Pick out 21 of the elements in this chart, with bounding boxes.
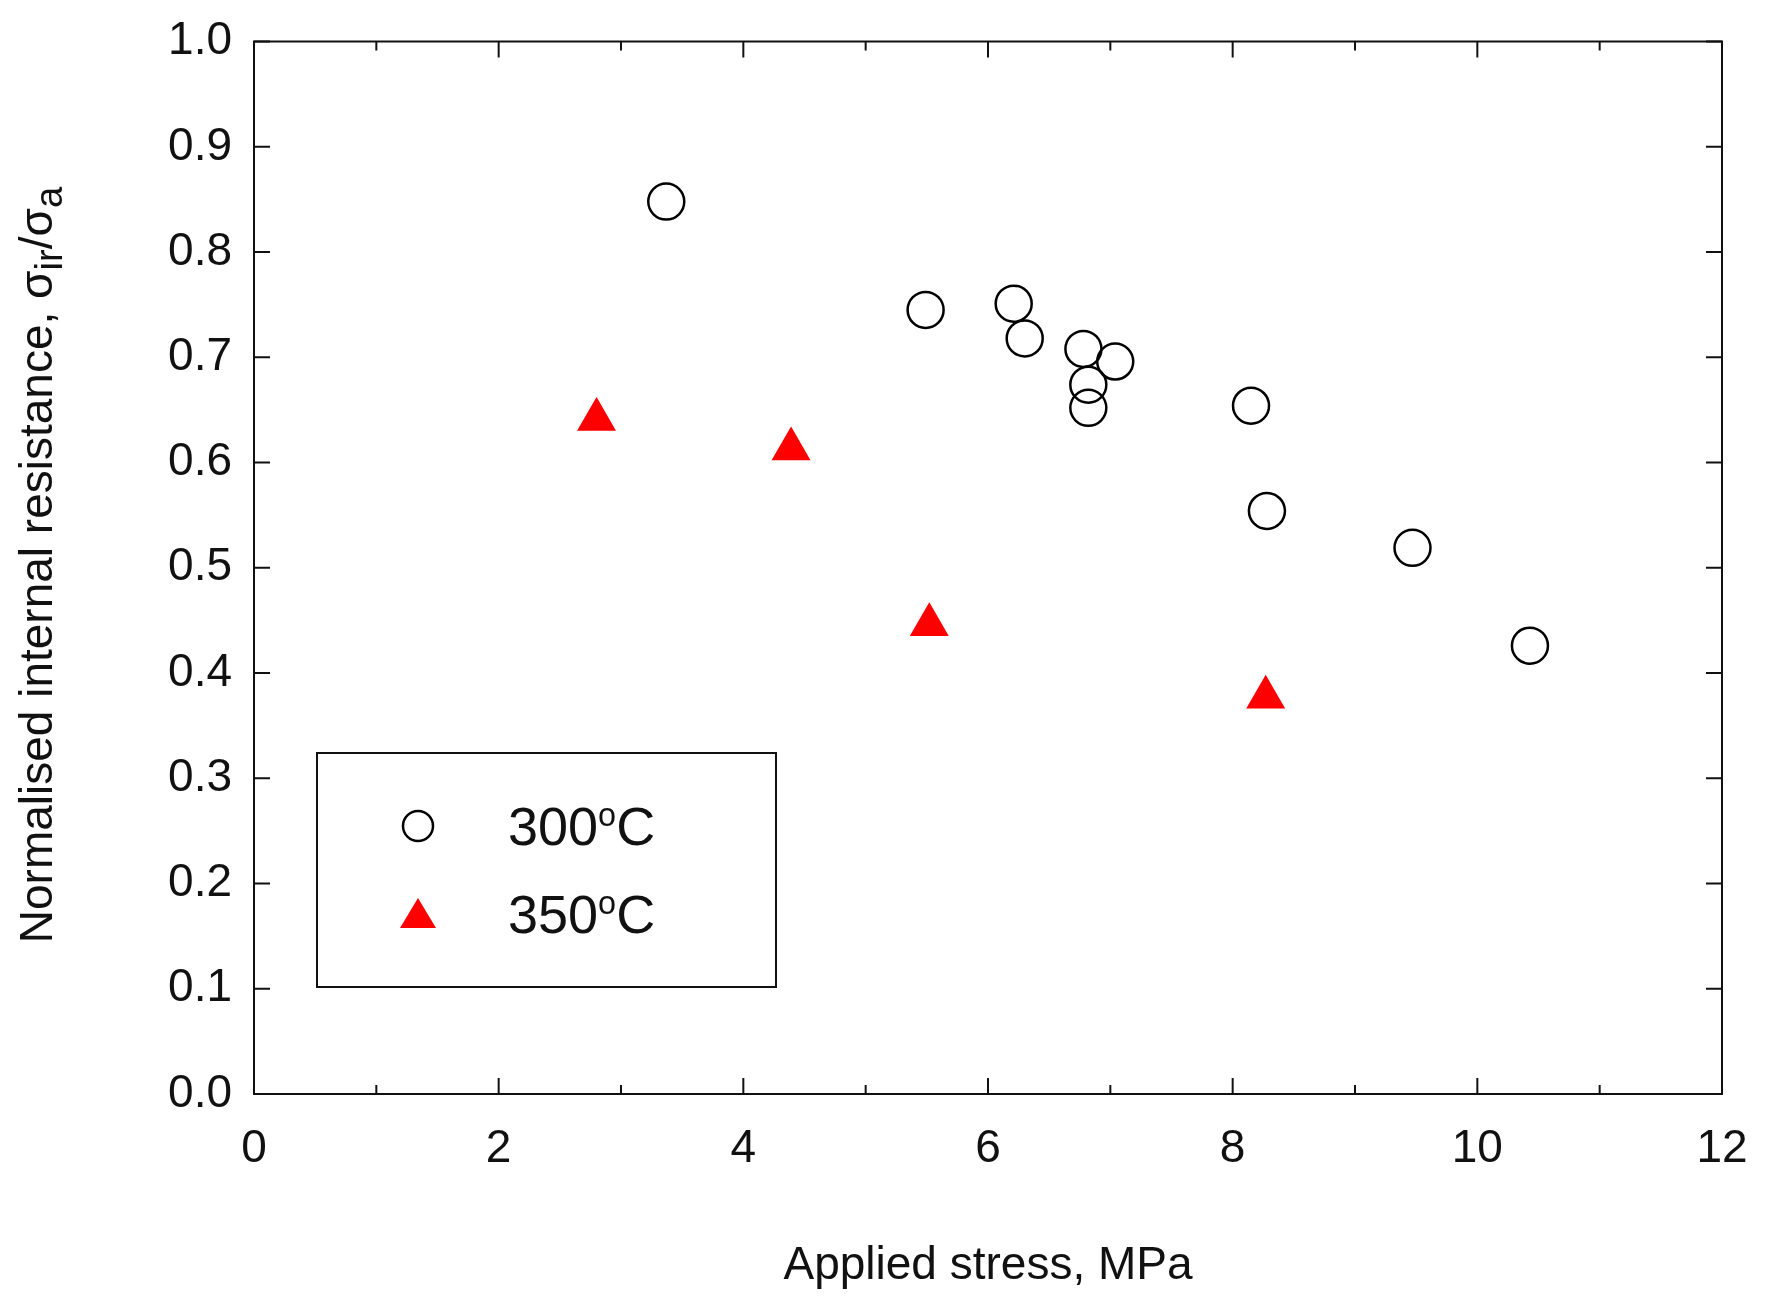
y-tick-label: 0.9 bbox=[168, 117, 232, 170]
x-tick-label: 10 bbox=[1451, 1120, 1503, 1173]
x-tick-label: 6 bbox=[975, 1120, 1001, 1173]
y-tick-label: 0.7 bbox=[168, 328, 232, 381]
y-tick-label: 0.5 bbox=[168, 538, 232, 591]
y-tick-label: 0.2 bbox=[168, 854, 232, 907]
x-tick-label: 8 bbox=[1219, 1120, 1246, 1173]
y-tick-label: 0.8 bbox=[168, 222, 232, 275]
y-tick-label: 0.1 bbox=[168, 959, 232, 1012]
y-tick-label: 0.4 bbox=[168, 643, 232, 696]
x-tick-label: 0 bbox=[241, 1120, 267, 1173]
y-tick-label: 0.3 bbox=[168, 748, 232, 801]
y-tick-label: 0.6 bbox=[168, 433, 232, 486]
y-tick-label: 1.0 bbox=[168, 12, 232, 65]
legend-label: 300$^{o}$C bbox=[508, 795, 656, 857]
x-tick-label: 4 bbox=[730, 1120, 757, 1173]
y-tick-label: 0.0 bbox=[168, 1064, 232, 1117]
legend-label: 350$^{o}$C bbox=[508, 883, 656, 945]
x-tick-label: 2 bbox=[485, 1120, 512, 1173]
x-axis-title: Applied stress, MPa bbox=[783, 1237, 1193, 1290]
x-tick-label: 12 bbox=[1696, 1120, 1748, 1173]
